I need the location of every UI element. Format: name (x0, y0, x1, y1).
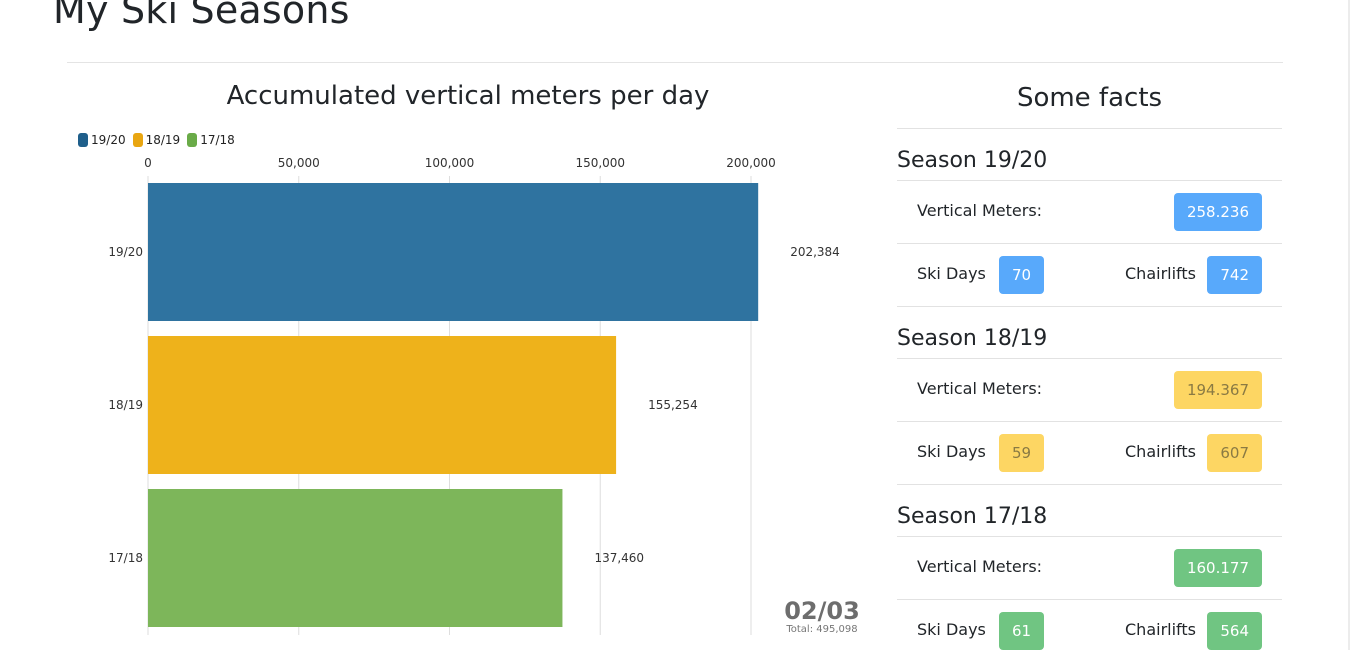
x-tick-label: 100,000 (425, 156, 475, 170)
legend-item-18-19[interactable]: 18/19 (132, 133, 181, 147)
legend-swatch (132, 133, 143, 147)
chairlifts-badge: 742 (1207, 256, 1262, 294)
bar-19-20[interactable] (148, 183, 759, 321)
season-block-18-19: Season 18/19 Vertical Meters: 194.367 Sk… (897, 307, 1282, 485)
bar-value-label: 137,460 (594, 551, 644, 565)
chairlifts-label: Chairlifts (1125, 264, 1196, 283)
chart-legend: 19/20 18/19 17/18 (78, 133, 235, 147)
chairlifts-badge: 564 (1207, 612, 1262, 650)
chairlifts-label: Chairlifts (1125, 442, 1196, 461)
vertical-meters-badge: 194.367 (1173, 371, 1262, 409)
ski-days-badge: 61 (999, 612, 1045, 650)
season-heading: Season 18/19 (897, 307, 1282, 359)
vertical-meters-badge: 160.177 (1173, 549, 1262, 587)
x-tick-label: 0 (144, 156, 152, 170)
vertical-meters-label: Vertical Meters: (917, 201, 1043, 220)
vertical-meters-badge: 258.236 (1173, 193, 1262, 231)
chairlifts-badge: 607 (1207, 434, 1262, 472)
legend-item-19-20[interactable]: 19/20 (78, 133, 126, 147)
vertical-meters-row: Vertical Meters: 258.236 (897, 181, 1282, 244)
ski-days-badge: 70 (999, 256, 1045, 294)
season-block-19-20: Season 19/20 Vertical Meters: 258.236 Sk… (897, 129, 1282, 307)
legend-label: 17/18 (200, 133, 235, 147)
vertical-meters-row: Vertical Meters: 160.177 (897, 537, 1282, 600)
legend-label: 18/19 (145, 133, 181, 147)
days-lifts-row: Ski Days 61 Chairlifts 564 (897, 600, 1282, 650)
y-category-label: 18/19 (108, 398, 143, 412)
vertical-meters-row: Vertical Meters: 194.367 (897, 359, 1282, 422)
chart-date-label: 02/03 (784, 597, 860, 625)
ski-days-label: Ski Days (917, 620, 986, 639)
season-heading: Season 19/20 (897, 129, 1282, 181)
chart-bars: 19/20 202,384 18/19 155,254 17/18 137,460 (108, 183, 840, 627)
legend-swatch (78, 133, 88, 147)
days-lifts-row: Ski Days 70 Chairlifts 742 (897, 244, 1282, 307)
window-edge (1348, 0, 1350, 650)
vertical-meters-label: Vertical Meters: (917, 557, 1043, 576)
bar-chart: 0 50,000 100,000 150,000 200,000 19/20 202,38… (108, 156, 860, 635)
facts-title: Some facts (897, 72, 1282, 129)
page-title: My Ski Seasons (53, 0, 350, 32)
chairlifts-label: Chairlifts (1125, 620, 1196, 639)
ski-days-label: Ski Days (917, 264, 986, 283)
chart-total-label: Total: 495,098 (785, 624, 857, 635)
bar-value-label: 155,254 (648, 398, 698, 412)
ski-days-badge: 59 (999, 434, 1045, 472)
bar-value-label: 202,384 (790, 245, 840, 259)
x-tick-label: 50,000 (278, 156, 320, 170)
bar-18-19[interactable] (148, 336, 617, 474)
days-lifts-row: Ski Days 59 Chairlifts 607 (897, 422, 1282, 485)
chart-title: Accumulated vertical meters per day (226, 81, 710, 111)
y-category-label: 17/18 (108, 551, 143, 565)
ski-days-label: Ski Days (917, 442, 986, 461)
bar-17-18[interactable] (148, 489, 563, 627)
legend-swatch (187, 133, 198, 147)
x-tick-label: 150,000 (575, 156, 625, 170)
legend-item-17-18[interactable]: 17/18 (187, 133, 235, 147)
title-divider (67, 62, 1283, 63)
season-heading: Season 17/18 (897, 485, 1282, 537)
vertical-meters-label: Vertical Meters: (917, 379, 1043, 398)
chart-axis-ticks: 0 50,000 100,000 150,000 200,000 (144, 156, 776, 170)
y-category-label: 19/20 (108, 245, 143, 259)
facts-panel: Some facts Season 19/20 Vertical Meters:… (897, 72, 1282, 650)
season-block-17-18: Season 17/18 Vertical Meters: 160.177 Sk… (897, 485, 1282, 650)
x-tick-label: 200,000 (726, 156, 776, 170)
legend-label: 19/20 (91, 133, 126, 147)
